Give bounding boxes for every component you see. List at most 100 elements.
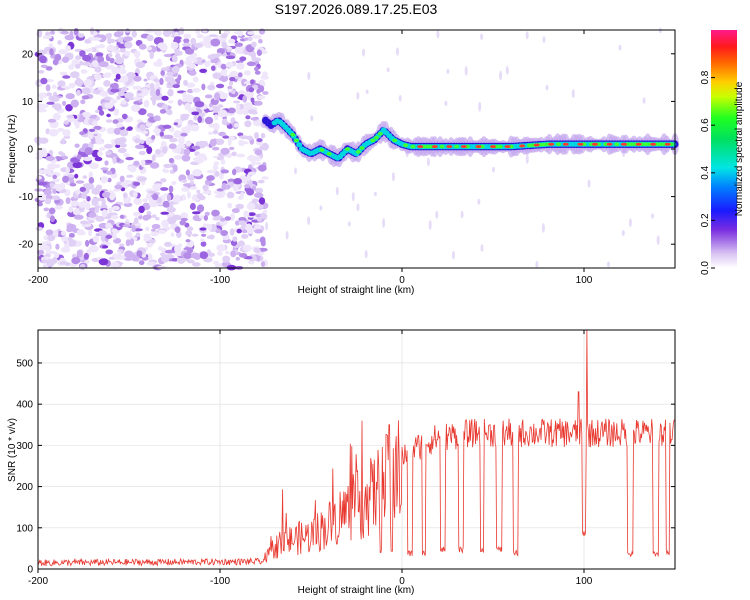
noise-blob: [428, 220, 432, 230]
noise-blob: [204, 61, 211, 68]
noise-blob: [83, 79, 93, 87]
track-green: [290, 132, 296, 137]
snr-y-label: SNR (10 * v/v): [7, 418, 18, 482]
noise-blob: [231, 90, 236, 95]
noise-blob: [94, 66, 102, 73]
noise-blob: [55, 243, 60, 250]
noise-blob: [73, 214, 84, 220]
noise-blob: [95, 109, 100, 114]
noise-blob: [191, 111, 200, 116]
noise-blob: [108, 207, 113, 213]
noise-blob: [199, 251, 209, 259]
noise-blob: [145, 226, 150, 231]
noise-blob: [254, 149, 263, 156]
noise-blob: [64, 34, 75, 41]
noise-blob: [190, 252, 201, 259]
noise-blob: [88, 228, 93, 237]
noise-blob: [119, 214, 125, 219]
noise-blob: [192, 211, 201, 215]
noise-blob: [105, 119, 113, 123]
noise-blob: [258, 197, 266, 205]
noise-blob: [198, 140, 206, 149]
noise-blob: [177, 99, 183, 106]
noise-blob: [253, 247, 261, 253]
noise-blob: [153, 29, 161, 36]
noise-blob: [191, 88, 201, 93]
noise-blob: [115, 144, 121, 148]
noise-blob: [236, 153, 246, 158]
noise-blob: [185, 140, 192, 147]
noise-blob: [151, 154, 156, 162]
noise-blob: [187, 247, 193, 254]
noise-blob: [61, 85, 69, 89]
noise-blob: [47, 163, 56, 171]
noise-blob: [161, 146, 168, 154]
noise-blob: [192, 262, 201, 267]
noise-blob: [227, 107, 236, 114]
noise-blob: [246, 61, 256, 67]
noise-blob: [203, 215, 208, 221]
noise-blob: [196, 204, 205, 213]
track-red: [504, 145, 511, 149]
noise-blob: [68, 206, 74, 213]
track-red: [431, 145, 438, 149]
noise-blob: [254, 192, 264, 198]
noise-blob: [176, 256, 186, 264]
noise-blob: [196, 57, 203, 61]
noise-blob: [68, 82, 76, 89]
noise-blob: [435, 210, 439, 219]
noise-blob: [140, 159, 146, 168]
noise-blob: [260, 132, 266, 139]
noise-blob: [187, 174, 196, 181]
noise-blob: [195, 28, 201, 35]
noise-blob: [238, 240, 245, 247]
noise-blob: [158, 229, 166, 235]
noise-blob: [212, 146, 220, 151]
noise-blob: [108, 256, 115, 260]
noise-blob: [238, 220, 246, 226]
noise-blob: [130, 104, 141, 112]
noise-blob: [119, 69, 127, 75]
noise-blob: [133, 85, 140, 90]
noise-blob: [179, 220, 187, 226]
noise-blob: [167, 88, 174, 97]
noise-blob: [238, 253, 248, 258]
noise-blob: [265, 221, 269, 231]
noise-blob: [254, 187, 264, 194]
noise-blob: [119, 143, 127, 148]
noise-blob: [145, 214, 152, 220]
track-red: [621, 142, 627, 146]
noise-blob: [57, 40, 62, 45]
noise-blob: [88, 47, 94, 52]
noise-blob: [237, 195, 243, 200]
noise-blob: [382, 218, 386, 228]
noise-blob: [207, 84, 216, 91]
noise-blob: [124, 250, 134, 259]
noise-blob: [54, 199, 61, 204]
noise-blob: [156, 58, 162, 65]
noise-blob: [255, 238, 261, 243]
noise-blob: [45, 156, 55, 161]
snr-panel: -200 -100 0 100 0 100 200 300 400 500 Height of …: [7, 329, 676, 596]
noise-blob: [200, 238, 205, 242]
x-tick-label: -200: [28, 576, 48, 587]
noise-blob: [54, 252, 60, 259]
noise-blob: [101, 209, 108, 218]
noise-blob: [261, 142, 269, 151]
noise-blob: [227, 191, 234, 199]
noise-blob: [150, 231, 159, 237]
noise-blob: [294, 167, 297, 175]
noise-blob: [129, 238, 135, 246]
noise-blob: [154, 84, 159, 91]
noise-blob: [651, 213, 655, 219]
noise-blob: [257, 95, 266, 100]
track-green: [326, 152, 332, 156]
noise-blob: [204, 94, 213, 99]
track-red: [446, 145, 453, 149]
noise-blob: [71, 257, 81, 265]
noise-blob: [112, 232, 117, 240]
noise-blob: [161, 95, 169, 101]
noise-blob: [72, 161, 83, 169]
noise-blob: [146, 210, 152, 216]
noise-blob: [167, 71, 174, 77]
